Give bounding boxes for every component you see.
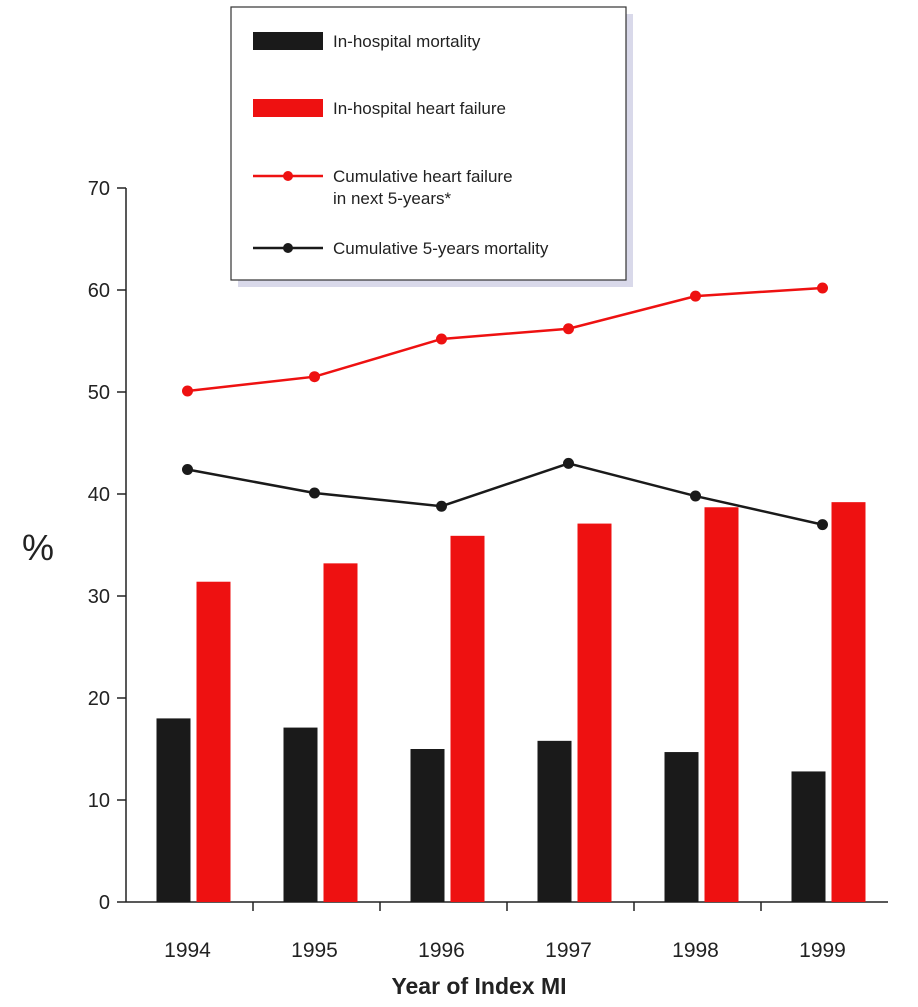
data-point bbox=[563, 457, 574, 469]
data-point bbox=[817, 282, 828, 294]
axes: 0 10 20 30 40 50 60 70 1994 1995 1996 1997 1998 1999 Y… bbox=[22, 178, 888, 999]
data-point bbox=[563, 323, 574, 335]
legend-label-line: In-hospital mortality bbox=[333, 32, 481, 51]
bar bbox=[791, 771, 826, 902]
x-tick-label: 1995 bbox=[291, 939, 338, 962]
x-tick-label: 1999 bbox=[799, 939, 846, 962]
bar bbox=[410, 749, 445, 902]
data-point bbox=[309, 371, 320, 383]
y-tick-label: 70 bbox=[88, 178, 110, 200]
data-point bbox=[182, 385, 193, 397]
bar bbox=[831, 502, 866, 902]
legend-label: Cumulative 5-years mortality bbox=[333, 239, 549, 258]
data-point bbox=[436, 500, 447, 512]
legend-label-line: In-hospital heart failure bbox=[333, 99, 506, 118]
y-tick-label: 10 bbox=[88, 790, 110, 812]
y-tick-label: 50 bbox=[88, 382, 110, 404]
y-tick-label: 0 bbox=[99, 892, 110, 914]
y-tick-label: 20 bbox=[88, 688, 110, 710]
y-tick-label: 30 bbox=[88, 586, 110, 608]
legend-label-line: Cumulative 5-years mortality bbox=[333, 239, 549, 258]
data-point bbox=[690, 490, 701, 502]
y-tick-label: 60 bbox=[88, 280, 110, 302]
legend-label: In-hospital heart failure bbox=[333, 99, 506, 118]
legend-marker bbox=[283, 243, 293, 253]
legend-swatch bbox=[253, 99, 323, 117]
legend-label: Cumulative heart failure in next 5-years* bbox=[333, 167, 513, 208]
series-line bbox=[187, 286, 823, 393]
data-point bbox=[309, 487, 320, 499]
plot-area bbox=[156, 282, 866, 902]
data-point bbox=[182, 464, 193, 476]
x-axis-title: Year of Index MI bbox=[391, 973, 566, 999]
legend-marker bbox=[283, 171, 293, 181]
legend-label-line: Cumulative heart failure bbox=[333, 167, 513, 186]
legend-label: In-hospital mortality bbox=[333, 32, 481, 51]
bar bbox=[577, 523, 612, 902]
x-tick-label: 1994 bbox=[164, 939, 211, 962]
y-tick-label: 40 bbox=[88, 484, 110, 506]
x-tick-label: 1998 bbox=[672, 939, 719, 962]
bar bbox=[537, 740, 572, 902]
y-axis-title: % bbox=[22, 527, 54, 568]
legend-label-line: in next 5-years* bbox=[333, 189, 451, 208]
bar bbox=[283, 727, 318, 902]
bar bbox=[664, 752, 699, 902]
bar bbox=[450, 535, 485, 902]
legend: In-hospital mortality In-hospital heart f… bbox=[230, 6, 633, 287]
legend-swatch bbox=[253, 32, 323, 50]
x-tick-label: 1997 bbox=[545, 939, 592, 962]
x-tick-label: 1996 bbox=[418, 939, 465, 962]
bar bbox=[704, 507, 739, 902]
data-point bbox=[817, 519, 828, 531]
data-point bbox=[690, 290, 701, 302]
data-point bbox=[436, 333, 447, 345]
bar bbox=[196, 581, 231, 902]
series-line bbox=[187, 462, 823, 526]
bar bbox=[156, 718, 191, 902]
bar bbox=[323, 563, 358, 902]
legend-box bbox=[230, 6, 627, 281]
